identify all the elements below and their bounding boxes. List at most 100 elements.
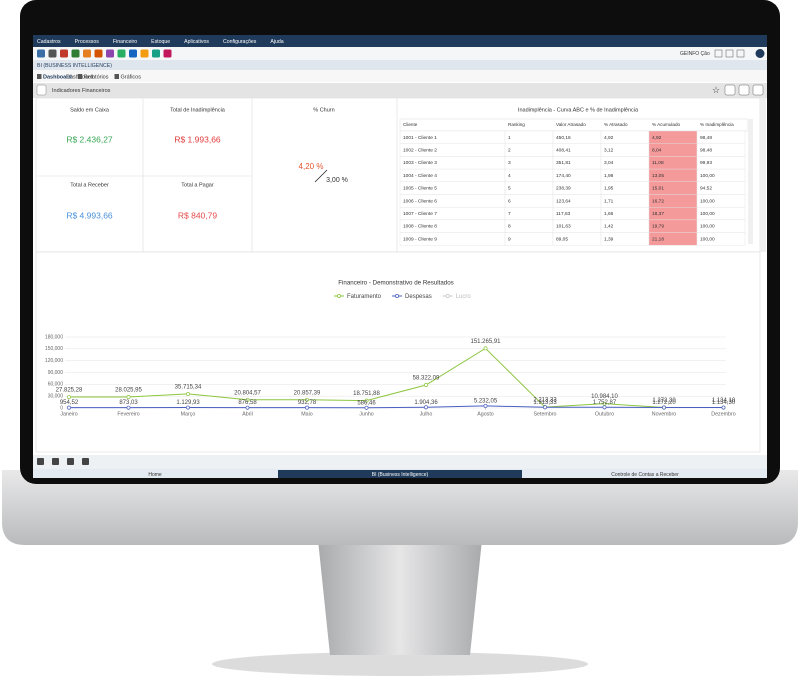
toolbar-button[interactable] bbox=[67, 458, 74, 465]
column-header[interactable]: % Inadimplência bbox=[700, 122, 734, 127]
column-header[interactable]: % Atrasado bbox=[604, 122, 628, 127]
column-header[interactable]: % Acumulado bbox=[652, 122, 681, 127]
star-icon[interactable]: ☆ bbox=[712, 85, 720, 95]
data-point[interactable] bbox=[305, 405, 309, 410]
data-point[interactable] bbox=[305, 397, 309, 402]
data-point[interactable] bbox=[245, 405, 250, 410]
toolbar-icon[interactable] bbox=[37, 49, 45, 58]
data-label: 1.904,36 bbox=[414, 400, 438, 406]
card-label: Total a Pagar bbox=[181, 182, 214, 188]
toolbar-button[interactable] bbox=[52, 458, 59, 465]
tab-bar bbox=[33, 70, 767, 82]
toolbar-button[interactable] bbox=[82, 458, 89, 465]
toolbar-icon[interactable] bbox=[163, 49, 172, 58]
table-cell bbox=[504, 219, 554, 233]
table-cell-text: 9 bbox=[508, 236, 511, 242]
table-cell-text: 100,00 bbox=[700, 211, 715, 217]
toolbar-icon[interactable] bbox=[106, 49, 114, 58]
toolbar-icon[interactable] bbox=[129, 49, 137, 58]
data-point[interactable] bbox=[126, 394, 131, 399]
data-point[interactable] bbox=[424, 405, 428, 410]
toolbar-icon[interactable] bbox=[140, 49, 149, 58]
data-label: 27.825,28 bbox=[56, 388, 83, 394]
data-point[interactable] bbox=[186, 391, 190, 396]
data-point[interactable] bbox=[483, 346, 488, 351]
toolbar-icon[interactable] bbox=[60, 49, 68, 58]
menu-item[interactable]: Financeiro bbox=[113, 39, 137, 45]
data-point[interactable] bbox=[126, 405, 131, 410]
table-cell-text: 174,40 bbox=[556, 173, 571, 179]
toolbar-button[interactable] bbox=[37, 458, 44, 465]
y-tick-label: 90,000 bbox=[48, 370, 64, 376]
y-tick-label: 180,000 bbox=[45, 334, 63, 340]
data-point[interactable] bbox=[364, 398, 369, 403]
data-point[interactable] bbox=[364, 405, 369, 410]
data-point[interactable] bbox=[186, 405, 190, 410]
toolbar-icon[interactable] bbox=[117, 49, 126, 58]
data-label: 5.232,05 bbox=[474, 399, 498, 405]
data-point[interactable] bbox=[662, 405, 666, 410]
legend-entry[interactable]: Faturamento bbox=[347, 294, 382, 300]
refresh-button[interactable] bbox=[738, 84, 750, 96]
data-point[interactable] bbox=[483, 403, 488, 408]
table-cell-text: 100,00 bbox=[700, 173, 715, 179]
data-point[interactable] bbox=[543, 405, 547, 410]
footer-tab[interactable] bbox=[523, 470, 767, 478]
tab-label[interactable]: Dashboard bbox=[43, 74, 72, 80]
tab-label[interactable]: Relatórios bbox=[84, 74, 109, 80]
footer-tab-label[interactable]: Home bbox=[148, 472, 162, 478]
table-cell-text: 3 bbox=[508, 160, 511, 166]
data-point[interactable] bbox=[424, 383, 428, 387]
table-cell-text: 351,81 bbox=[556, 160, 571, 166]
menu-button[interactable] bbox=[36, 84, 47, 96]
footer-tab-label[interactable]: Controle de Contas a Receber bbox=[611, 472, 679, 478]
table-cell-text: 1003 - Cliente 3 bbox=[403, 160, 437, 166]
table-cell-text: 1006 - Cliente 6 bbox=[403, 198, 437, 204]
data-point[interactable] bbox=[67, 405, 71, 410]
data-point[interactable] bbox=[602, 405, 607, 410]
footer-tab[interactable] bbox=[278, 470, 522, 478]
menu-item[interactable]: Configurações bbox=[223, 39, 257, 45]
footer-tab-label[interactable]: BI (Business Intelligence) bbox=[372, 472, 429, 478]
screen-button[interactable] bbox=[724, 84, 736, 96]
menu-item[interactable]: Ajuda bbox=[270, 39, 283, 45]
data-point[interactable] bbox=[67, 395, 71, 399]
table-cell-text: 16,72 bbox=[652, 198, 664, 204]
x-tick-label: Janeiro bbox=[60, 411, 77, 417]
data-label: 954,52 bbox=[60, 400, 79, 406]
toolbar-icon[interactable] bbox=[71, 49, 80, 58]
card-value: R$ 840,79 bbox=[178, 210, 217, 220]
toolbar-icon[interactable] bbox=[152, 49, 160, 58]
footer-tab[interactable] bbox=[33, 470, 277, 478]
churn-label: % Churn bbox=[313, 107, 334, 113]
data-point[interactable] bbox=[721, 405, 726, 410]
window-control[interactable] bbox=[725, 49, 734, 58]
toolbar-icon[interactable] bbox=[48, 49, 57, 58]
menu-item[interactable]: Estoque bbox=[151, 39, 170, 45]
column-header[interactable]: Ranking bbox=[508, 122, 525, 127]
column-header[interactable]: Cliente bbox=[403, 122, 418, 127]
user-avatar[interactable] bbox=[755, 49, 765, 58]
data-point[interactable] bbox=[245, 397, 250, 402]
data-label: 1.913,33 bbox=[533, 400, 557, 406]
card-label: Saldo em Caixa bbox=[70, 107, 110, 113]
toolbar-icon[interactable] bbox=[94, 49, 103, 58]
menu-item[interactable]: Cadastros bbox=[37, 39, 61, 45]
column-header[interactable]: Valor Atrasado bbox=[556, 122, 586, 127]
menu-item[interactable]: Processos bbox=[75, 39, 100, 45]
toolbar-icon[interactable] bbox=[83, 49, 91, 58]
data-label: 28.025,95 bbox=[115, 388, 142, 394]
table-cell-text: 1 bbox=[508, 135, 511, 141]
tab-label[interactable]: Gráficos bbox=[121, 74, 142, 80]
filter-button[interactable] bbox=[752, 84, 764, 96]
table-cell-text: 117,63 bbox=[556, 211, 571, 217]
table-cell-text: 1,95 bbox=[604, 186, 614, 192]
window-control[interactable] bbox=[736, 49, 745, 58]
table-cell-text: 8,04 bbox=[652, 147, 662, 153]
menu-item[interactable]: Aplicativos bbox=[184, 39, 209, 45]
window-control[interactable] bbox=[714, 49, 723, 58]
data-point[interactable] bbox=[602, 401, 607, 406]
legend-entry[interactable]: Lucro bbox=[456, 294, 472, 300]
legend-entry[interactable]: Despesas bbox=[405, 294, 432, 300]
menu-bar bbox=[33, 35, 767, 47]
